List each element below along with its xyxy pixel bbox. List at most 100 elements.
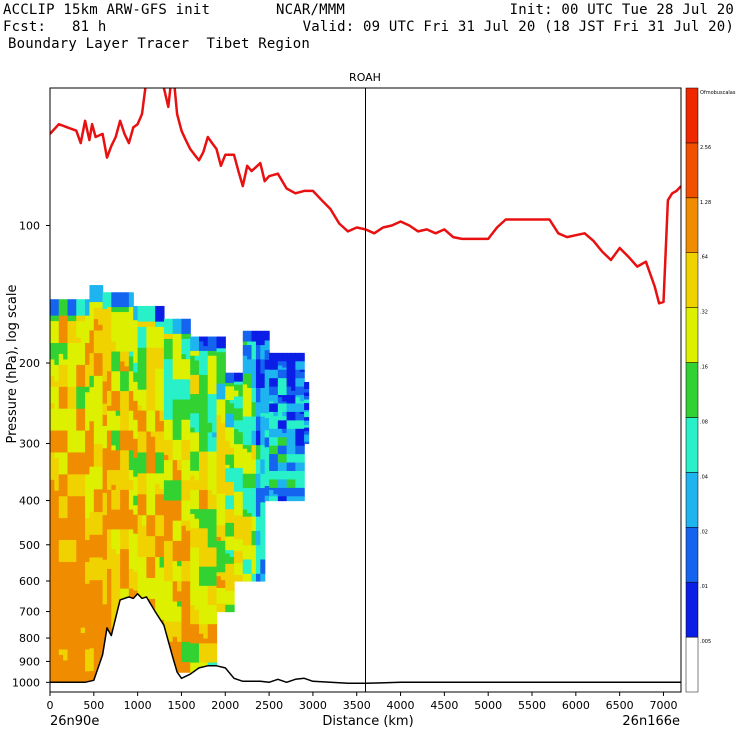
tracer-cell [269, 437, 275, 440]
tracer-cell [85, 638, 91, 645]
tracer-cell [269, 376, 275, 379]
tracer-cell [242, 409, 248, 414]
tracer-cell [54, 479, 60, 486]
tracer-cell [260, 334, 266, 339]
y-tick-label: 700 [19, 606, 40, 619]
tracer-cell [207, 528, 213, 534]
tracer-cell [63, 452, 69, 459]
tracer-cell [63, 457, 69, 465]
tracer-cell [63, 370, 69, 377]
tracer-cell [85, 572, 91, 579]
tracer-cell [159, 462, 165, 469]
tracer-cell [168, 364, 174, 370]
tracer-cell [269, 498, 275, 502]
tracer-cell [120, 361, 126, 367]
tracer-cell [247, 534, 253, 539]
tracer-cell [234, 527, 240, 531]
tracer-cell [286, 361, 292, 364]
tracer-cell [85, 633, 91, 640]
tracer-cell [203, 394, 209, 400]
tracer-cell [93, 495, 99, 502]
tracer-cell [159, 321, 165, 328]
tracer-cell [203, 398, 209, 405]
tracer-cell [102, 364, 108, 371]
tracer-cell [115, 376, 121, 382]
tracer-cell [207, 475, 213, 481]
tracer-cell [181, 343, 187, 350]
tracer-cell [185, 318, 191, 325]
tracer-cell [255, 445, 261, 450]
tracer-cell [203, 513, 209, 520]
tracer-cell [98, 653, 104, 661]
tracer-cell [251, 334, 257, 339]
tracer-cell [120, 292, 126, 298]
tracer-cell [93, 585, 99, 593]
tracer-cell [194, 465, 200, 472]
tracer-cell [85, 403, 91, 410]
tracer-cell [220, 481, 226, 487]
tracer-cell [163, 495, 169, 502]
tracer-cell [133, 566, 139, 573]
tracer-cell [172, 545, 178, 552]
tracer-cell [142, 441, 148, 448]
tracer-cell [198, 628, 204, 635]
tracer-cell [168, 495, 174, 502]
tracer-cell [120, 529, 126, 535]
tracer-cell [124, 346, 130, 353]
tracer-cell [98, 421, 104, 428]
tracer-cell [286, 386, 292, 390]
tracer-cell [124, 499, 130, 506]
tracer-cell [85, 479, 91, 486]
tracer-cell [142, 316, 148, 323]
tracer-cell [277, 418, 283, 421]
tracer-cell [98, 483, 104, 490]
tracer-cell [295, 445, 301, 449]
tracer-cell [120, 440, 126, 446]
tracer-cell [255, 577, 261, 582]
tracer-cell [142, 321, 148, 328]
tracer-cell [115, 356, 121, 363]
tracer-cell [194, 557, 200, 563]
tracer-cell [277, 424, 283, 428]
tracer-cell [255, 377, 261, 382]
tracer-cell [168, 636, 174, 643]
tracer-cell [277, 437, 283, 440]
tracer-cell [106, 366, 112, 372]
tracer-cell [304, 433, 310, 436]
tracer-cell [163, 480, 169, 486]
tracer-cell [247, 330, 253, 335]
tracer-cell [273, 435, 279, 438]
tracer-cell [260, 427, 266, 432]
tracer-cell [159, 332, 165, 338]
tracer-cell [216, 493, 222, 499]
tracer-cell [260, 523, 266, 528]
tracer-cell [220, 367, 226, 373]
tracer-cell [150, 426, 156, 433]
tracer-cell [89, 614, 95, 621]
tracer-cell [251, 466, 257, 471]
tracer-cell [80, 479, 86, 486]
tracer-cell [203, 518, 209, 525]
tracer-cell [128, 376, 134, 382]
tracer-cell [85, 507, 91, 514]
tracer-cell [50, 550, 55, 558]
tracer-cell [194, 480, 200, 486]
tracer-cell [277, 492, 283, 495]
tracer-cell [76, 425, 82, 432]
tracer-cell [255, 370, 261, 375]
tracer-cell [93, 529, 99, 536]
tracer-cell [194, 614, 200, 621]
tracer-cell [185, 626, 191, 633]
tracer-cell [216, 340, 222, 345]
tracer-cell [255, 516, 261, 521]
tracer-cell [190, 494, 196, 501]
tracer-cell [98, 614, 104, 621]
tracer-cell [225, 461, 231, 466]
tracer-cell [286, 397, 292, 400]
tracer-cell [98, 642, 104, 649]
tracer-cell [190, 619, 196, 625]
tracer-cell [299, 418, 305, 421]
tracer-cell [203, 379, 209, 386]
tracer-cell [115, 578, 121, 585]
tracer-cell [168, 641, 174, 648]
